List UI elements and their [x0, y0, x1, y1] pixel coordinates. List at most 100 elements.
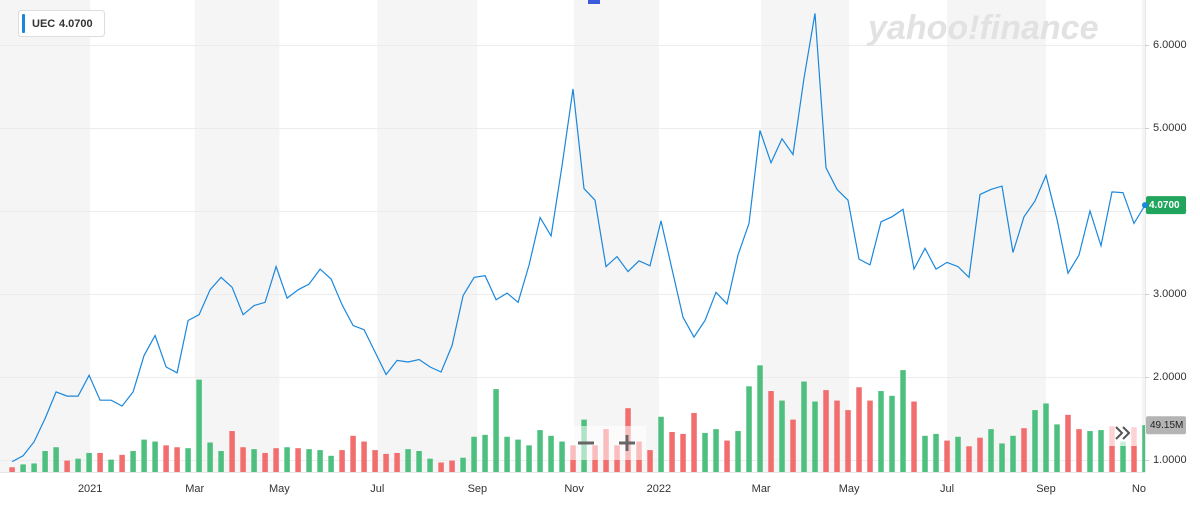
legend-name: UEC	[32, 18, 55, 30]
volume-bar	[988, 429, 994, 472]
volume-bar	[834, 400, 840, 472]
volume-bar	[427, 458, 433, 472]
volume-bar	[1109, 426, 1115, 472]
volume-bar	[207, 442, 213, 472]
zoom-controls[interactable]	[566, 426, 646, 460]
x-tick-label: May	[839, 483, 860, 495]
band	[1141, 0, 1145, 472]
volume-bar	[42, 451, 48, 472]
volume-bar	[1076, 429, 1082, 472]
volume-bar	[163, 445, 169, 472]
volume-bar	[911, 401, 917, 472]
volume-bar	[922, 435, 928, 472]
volume-bar	[757, 365, 763, 472]
volume-bar	[372, 450, 378, 472]
x-tick-label: Sep	[468, 483, 488, 495]
volume-bar	[526, 445, 532, 472]
volume-bar	[31, 463, 37, 472]
volume-bar	[75, 458, 81, 472]
last-price-label: 4.0700	[1149, 200, 1180, 211]
volume-bar	[790, 419, 796, 472]
volume-bar	[801, 381, 807, 472]
volume-bar	[900, 370, 906, 472]
volume-bar	[966, 446, 972, 472]
band	[377, 0, 478, 472]
volume-bar	[306, 449, 312, 472]
volume-bar	[548, 435, 554, 472]
tab-indicator	[588, 0, 600, 4]
volume-bars	[9, 365, 1148, 472]
x-axis: 2021 Mar May Jul Sep Nov 2022 Mar May Jul Sep Nov	[78, 483, 1152, 495]
volume-bar	[955, 436, 961, 472]
volume-bar	[713, 429, 719, 472]
volume-bar	[779, 400, 785, 472]
legend-value: 4.0700	[59, 18, 93, 30]
scroll-right[interactable]	[1108, 420, 1138, 446]
volume-bar	[515, 439, 521, 472]
volume-bar	[1120, 441, 1126, 472]
volume-bar	[130, 451, 136, 472]
volume-bar	[339, 450, 345, 472]
volume-bar	[394, 452, 400, 472]
x-tick-label: 2021	[78, 483, 102, 495]
band	[0, 0, 91, 472]
volume-bar	[438, 462, 444, 472]
volume-bar	[493, 389, 499, 472]
background-bands	[0, 0, 1145, 472]
x-tick-label: Sep	[1036, 483, 1056, 495]
volume-bar	[1098, 430, 1104, 472]
volume-bar	[53, 447, 59, 472]
volume-bar	[185, 448, 191, 472]
y-axis: 1.00002.00003.00004.00005.00006.00004.07…	[1142, 39, 1187, 466]
volume-bar	[449, 460, 455, 472]
volume-bar	[724, 440, 730, 472]
volume-bar	[735, 431, 741, 472]
volume-bar	[108, 459, 114, 472]
x-tick-label: Mar	[185, 483, 204, 495]
watermark: yahoo!finance	[866, 9, 1098, 47]
last-volume-box	[1146, 416, 1186, 435]
volume-bar	[251, 449, 257, 472]
y-tick-label: 3.0000	[1153, 288, 1187, 300]
volume-bar	[1021, 428, 1027, 472]
volume-bar	[999, 443, 1005, 472]
band	[574, 0, 659, 472]
volume-bar	[1054, 424, 1060, 472]
volume-bar	[1010, 435, 1016, 472]
volume-bar	[658, 416, 664, 472]
volume-bar	[944, 440, 950, 472]
x-tick-label: Nov	[564, 483, 584, 495]
x-tick-label: Mar	[752, 483, 771, 495]
volume-bar	[559, 441, 565, 472]
x-tick-label: May	[269, 483, 290, 495]
volume-bar	[229, 431, 235, 472]
price-line	[11, 13, 1146, 463]
last-volume-label: 49.15M	[1150, 420, 1183, 431]
volume-bar	[482, 434, 488, 472]
volume-bar	[383, 453, 389, 472]
scroll-icon[interactable]	[1115, 426, 1131, 440]
band	[947, 0, 1047, 472]
volume-bar	[867, 400, 873, 472]
volume-bar	[823, 390, 829, 472]
volume-bar	[328, 455, 334, 472]
volume-bar	[856, 387, 862, 472]
volume-bar	[196, 379, 202, 472]
volume-bar	[218, 451, 224, 472]
volume-bar	[141, 439, 147, 472]
volume-bar	[317, 450, 323, 472]
last-price-box	[1146, 196, 1186, 215]
volume-bar	[768, 391, 774, 472]
volume-bar	[416, 451, 422, 472]
volume-bar	[845, 410, 851, 472]
volume-bar	[1032, 410, 1038, 472]
volume-bar	[746, 386, 752, 472]
volume-bar	[1065, 414, 1071, 472]
volume-bar	[240, 447, 246, 472]
volume-bar	[405, 449, 411, 472]
volume-bar	[284, 447, 290, 472]
volume-bar	[933, 433, 939, 472]
volume-bar	[812, 401, 818, 472]
volume-bar	[680, 433, 686, 472]
